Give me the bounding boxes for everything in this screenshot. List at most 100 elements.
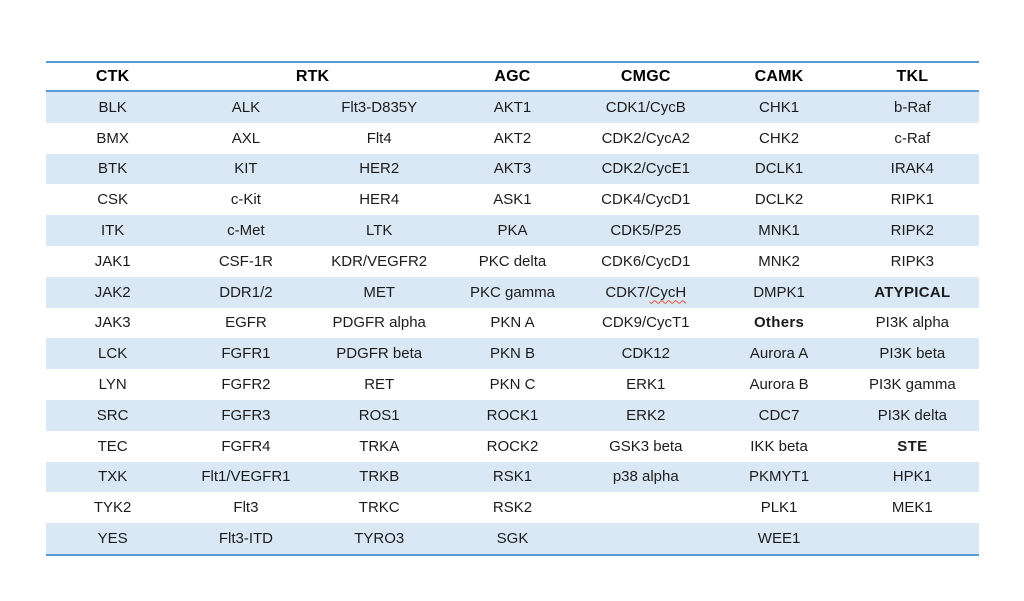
- table-header: CTK RTK AGC CMGC CAMK TKL: [46, 61, 979, 92]
- kinase-cell: Flt3-ITD: [179, 523, 313, 556]
- kinase-cell: CDK1/CycB: [579, 91, 713, 123]
- kinase-cell: TYK2: [93, 499, 132, 517]
- kinase-cell: FGFR1: [179, 338, 313, 370]
- kinase-cell: CSK: [97, 191, 129, 209]
- table-row: TYK2 Flt3 TRKC RSK2 PLK1 MEK1: [46, 492, 979, 523]
- table-row: TXK Flt1/VEGFR1 TRKB RSK1 p38 alpha PKMYT1 HPK…: [46, 461, 979, 493]
- kinase-cell: KDR/VEGFR2: [331, 252, 428, 270]
- kinase-cell: MNK2: [758, 252, 800, 270]
- kinase-cell: HER2: [312, 153, 446, 185]
- kinase-cell: AKT1: [445, 91, 580, 123]
- kinase-cell: CDK7/CycH: [579, 276, 713, 308]
- kinase-cell: TEC: [97, 437, 128, 455]
- kinase-cell: JAK2: [46, 276, 180, 308]
- kinase-cell: BLK: [46, 91, 180, 123]
- kinase-cell: c-Raf: [894, 129, 931, 147]
- kinase-cell: AKT2: [493, 129, 532, 147]
- table-body: BLK ALK Flt3-D835Y AKT1 CDK1/CycB CHK1 b-Raf BM…: [46, 91, 979, 556]
- kinase-cell: PKA: [445, 215, 580, 246]
- kinase-cell: Flt1/VEGFR1: [179, 461, 313, 493]
- column-header-ctk: CTK: [46, 61, 180, 92]
- kinase-cell: EGFR: [225, 314, 267, 332]
- kinase-cell: PDGFR alpha: [332, 314, 426, 332]
- kinase-cell: ERK1: [626, 376, 666, 394]
- kinase-cell: Aurora B: [749, 376, 809, 394]
- kinase-cell: PI3K delta: [845, 399, 979, 431]
- column-header-camk: CAMK: [712, 61, 846, 92]
- kinase-cell: p38 alpha: [579, 461, 713, 493]
- kinase-cell: PKN A: [490, 314, 535, 332]
- kinase-cell: KIT: [179, 153, 313, 185]
- kinase-cell: RIPK2: [845, 215, 979, 246]
- table-row: BTK KIT HER2 AKT3 CDK2/CycE1 DCLK1 IRAK4: [46, 153, 979, 185]
- kinase-cell: CDK2/CycE1: [579, 153, 713, 185]
- column-header-cmgc: CMGC: [579, 61, 713, 92]
- kinase-cell: IKK beta: [750, 437, 808, 455]
- kinase-cell: ITK: [46, 215, 180, 246]
- kinase-cell: ROCK1: [445, 399, 580, 431]
- kinase-cell: CHK1: [712, 91, 846, 123]
- kinase-cell: IRAK4: [845, 153, 979, 185]
- kinase-cell: ROCK2: [486, 437, 539, 455]
- kinase-cell: PKMYT1: [712, 461, 846, 493]
- spellcheck-underline: CycH: [649, 283, 687, 301]
- kinase-cell: JAK1: [94, 252, 131, 270]
- kinase-cell: Aurora A: [712, 338, 846, 370]
- kinase-cell: JAK3: [94, 314, 131, 332]
- kinase-cell: LTK: [312, 215, 446, 246]
- kinase-cell: CDK4/CycD1: [601, 191, 691, 209]
- table-row: SRC FGFR3 ROS1 ROCK1 ERK2 CDC7 PI3K delta: [46, 399, 979, 431]
- kinase-cell: PKN B: [445, 338, 580, 370]
- kinase-cell: ATYPICAL: [845, 276, 979, 308]
- kinase-cell: MEK1: [891, 499, 933, 517]
- kinase-cell: MET: [312, 276, 446, 308]
- kinase-cell: FGFR2: [221, 376, 271, 394]
- kinase-cell: YES: [46, 523, 180, 556]
- table-row: TEC FGFR4 TRKA ROCK2 GSK3 beta IKK beta STE: [46, 431, 979, 462]
- table-row: JAK2 DDR1/2 MET PKC gamma CDK7/CycH DMPK1 ATYP…: [46, 276, 979, 308]
- kinase-cell: CDK6/CycD1: [601, 252, 691, 270]
- kinase-cell: CDK5/P25: [579, 215, 713, 246]
- kinase-cell: RIPK3: [890, 252, 935, 270]
- kinase-cell: Others: [753, 314, 805, 332]
- kinase-cell: AKT3: [445, 153, 580, 185]
- kinase-cell: ALK: [179, 91, 313, 123]
- header-row: CTK RTK AGC CMGC CAMK TKL: [46, 61, 979, 92]
- kinase-cell: [579, 492, 712, 523]
- kinase-cell: PI3K alpha: [875, 314, 950, 332]
- kinase-cell: STE: [897, 437, 928, 455]
- kinase-cell: DDR1/2: [179, 276, 313, 308]
- table-row: JAK3 EGFR PDGFR alpha PKN A CDK9/CycT1 Others…: [46, 308, 979, 339]
- kinase-cell: PKC gamma: [445, 276, 580, 308]
- kinase-table: CTK RTK AGC CMGC CAMK TKL BLK ALK Flt3-D835Y AKT…: [46, 61, 979, 556]
- kinase-cell: DCLK1: [712, 153, 846, 185]
- kinase-cell: [845, 523, 979, 556]
- table-row: YES Flt3-ITD TYRO3 SGK WEE1: [46, 523, 979, 556]
- kinase-cell: Flt4: [366, 129, 392, 147]
- kinase-cell: FGFR3: [179, 399, 313, 431]
- column-header-rtk: RTK: [179, 61, 446, 92]
- kinase-cell: Flt3-D835Y: [312, 91, 446, 123]
- kinase-cell: RET: [364, 376, 395, 394]
- kinase-cell: c-Met: [179, 215, 313, 246]
- kinase-cell: AXL: [231, 129, 261, 147]
- column-header-tkl: TKL: [845, 61, 979, 92]
- table-row: ITK c-Met LTK PKA CDK5/P25 MNK1 RIPK2: [46, 215, 979, 246]
- kinase-cell: PDGFR beta: [312, 338, 446, 370]
- table-row: LYN FGFR2 RET PKN C ERK1 Aurora B PI3K gamma: [46, 369, 979, 400]
- kinase-cell: c-Kit: [230, 191, 261, 209]
- kinase-cell: CDK2/CycA2: [601, 129, 690, 147]
- kinase-cell: TYRO3: [312, 523, 446, 556]
- kinase-cell: CDK12: [579, 338, 713, 370]
- kinase-cell: TRKC: [358, 499, 400, 517]
- kinase-cell: DCLK2: [754, 191, 804, 209]
- kinase-cell: [579, 523, 713, 556]
- kinase-cell: RSK2: [492, 499, 533, 517]
- kinase-cell: WEE1: [712, 523, 846, 556]
- kinase-cell: RSK1: [445, 461, 580, 493]
- kinase-cell: b-Raf: [845, 91, 979, 123]
- kinase-cell: LCK: [46, 338, 180, 370]
- kinase-cell: ASK1: [493, 191, 532, 209]
- kinase-cell: PKN C: [489, 376, 536, 394]
